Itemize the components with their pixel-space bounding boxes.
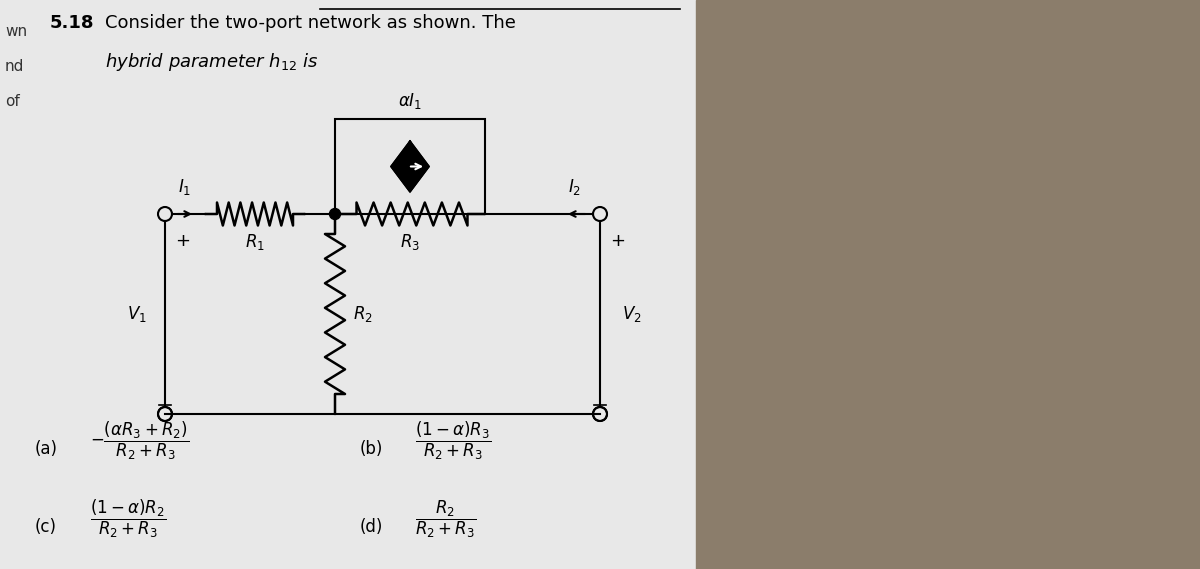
Polygon shape bbox=[391, 142, 428, 192]
Text: wn: wn bbox=[5, 24, 28, 39]
Text: $\dfrac{R_2}{R_2 + R_3}$: $\dfrac{R_2}{R_2 + R_3}$ bbox=[415, 498, 476, 539]
Text: $R_3$: $R_3$ bbox=[400, 232, 420, 252]
Text: hybrid parameter $h_{12}$ is: hybrid parameter $h_{12}$ is bbox=[106, 51, 318, 73]
Text: $-\dfrac{(\alpha R_3 + R_2)}{R_2 + R_3}$: $-\dfrac{(\alpha R_3 + R_2)}{R_2 + R_3}$ bbox=[90, 420, 190, 462]
Text: $V_2$: $V_2$ bbox=[622, 304, 642, 324]
Text: 5.18: 5.18 bbox=[50, 14, 95, 32]
Text: +: + bbox=[610, 232, 625, 250]
Text: (d): (d) bbox=[360, 518, 383, 536]
Text: $R_2$: $R_2$ bbox=[353, 304, 373, 324]
Text: of: of bbox=[5, 94, 19, 109]
Text: $I_2$: $I_2$ bbox=[569, 177, 582, 197]
Text: Consider the two-port network as shown. The: Consider the two-port network as shown. … bbox=[106, 14, 516, 32]
Text: $\dfrac{(1-\alpha)R_3}{R_2 + R_3}$: $\dfrac{(1-\alpha)R_3}{R_2 + R_3}$ bbox=[415, 420, 491, 462]
Circle shape bbox=[330, 208, 341, 220]
Text: (c): (c) bbox=[35, 518, 58, 536]
Text: $R_1$: $R_1$ bbox=[245, 232, 265, 252]
Text: $\alpha I_1$: $\alpha I_1$ bbox=[398, 91, 422, 111]
Text: nd: nd bbox=[5, 59, 24, 74]
Text: (a): (a) bbox=[35, 440, 58, 458]
Text: +: + bbox=[175, 232, 190, 250]
Bar bbox=[335, 119, 485, 214]
Text: $V_1$: $V_1$ bbox=[127, 304, 148, 324]
Bar bbox=[696, 0, 1200, 569]
Text: (b): (b) bbox=[360, 440, 383, 458]
Text: $\dfrac{(1-\alpha)R_2}{R_2 + R_3}$: $\dfrac{(1-\alpha)R_2}{R_2 + R_3}$ bbox=[90, 498, 167, 540]
Text: $I_1$: $I_1$ bbox=[179, 177, 192, 197]
